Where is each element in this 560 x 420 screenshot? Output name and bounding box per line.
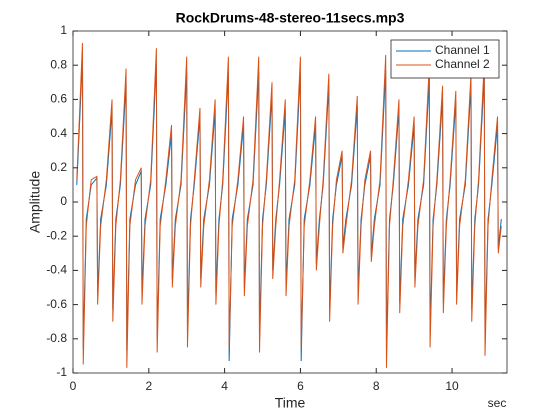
axes-box <box>72 30 508 374</box>
y-tick-label: 1 <box>60 23 67 37</box>
series-line <box>76 42 502 368</box>
x-unit-label: sec <box>488 396 507 410</box>
x-tick-label: 10 <box>445 379 459 393</box>
x-tick-label: 6 <box>297 379 304 393</box>
y-tick-label: -0.4 <box>46 263 67 277</box>
y-tick-label: 0.8 <box>50 57 67 71</box>
legend-box <box>390 39 500 79</box>
x-tick-label: 0 <box>70 379 77 393</box>
y-axis-label: Amplitude <box>27 171 43 233</box>
series-line <box>76 58 502 362</box>
x-tick-label: 4 <box>221 379 228 393</box>
y-tick-label: 0 <box>60 194 67 208</box>
y-tick-label: 0.6 <box>50 92 67 106</box>
y-tick-label: -0.2 <box>46 228 67 242</box>
y-tick-label: 0.2 <box>50 160 67 174</box>
y-tick-label: -1 <box>56 365 67 379</box>
y-tick-label: -0.8 <box>46 331 67 345</box>
y-tick-label: -0.6 <box>46 297 67 311</box>
legend-label: Channel 1 <box>435 43 490 57</box>
x-tick-label: 8 <box>373 379 380 393</box>
x-tick-label: 2 <box>145 379 152 393</box>
x-axis-label: Time <box>275 395 306 411</box>
chart-title: RockDrums-48-stereo-11secs.mp3 <box>176 10 405 26</box>
y-tick-label: 0.4 <box>50 126 67 140</box>
legend-label: Channel 2 <box>435 57 490 71</box>
